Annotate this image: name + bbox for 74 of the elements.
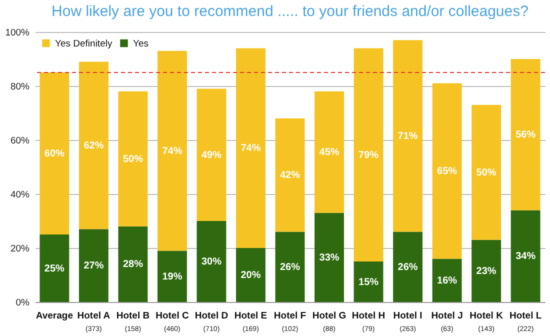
- x-tick-label: Hotel B: [116, 310, 150, 322]
- x-tick-label: Hotel D: [194, 310, 228, 322]
- bar: [510, 59, 540, 210]
- bar: [432, 83, 462, 259]
- y-tick-label: 100%: [5, 28, 30, 38]
- bar: [157, 50, 187, 251]
- bar: [236, 48, 266, 248]
- data-label: 28%: [122, 259, 144, 270]
- x-tick-label: Hotel L: [509, 310, 542, 322]
- data-label: 74%: [162, 146, 182, 157]
- data-label: 25%: [44, 263, 65, 274]
- data-label: 30%: [201, 256, 222, 268]
- legend-label: Yes: [133, 38, 149, 50]
- bar: [393, 232, 423, 302]
- bar: [236, 248, 266, 302]
- data-label: 45%: [319, 147, 340, 158]
- data-label: 34%: [516, 251, 536, 262]
- x-tick-label: Hotel G: [312, 310, 346, 322]
- x-tick-label: Hotel I: [393, 310, 422, 322]
- data-label: 26%: [280, 262, 300, 273]
- y-tick-label: 80%: [10, 82, 30, 92]
- data-label: 33%: [319, 252, 340, 264]
- data-label: 56%: [516, 130, 536, 141]
- x-tick-label: Hotel A: [77, 310, 110, 322]
- bar: [78, 62, 108, 230]
- x-tick-label: Hotel E: [234, 310, 268, 322]
- y-tick-label: 40%: [10, 190, 30, 200]
- data-label: 27%: [84, 260, 104, 272]
- bar: [196, 88, 226, 221]
- bar: [275, 118, 305, 232]
- data-label: 23%: [476, 266, 496, 277]
- bar: [118, 226, 148, 302]
- bar: [157, 250, 187, 302]
- bar: [40, 234, 70, 302]
- data-label: 15%: [358, 276, 379, 288]
- data-label: 16%: [437, 275, 458, 286]
- bar: [354, 262, 384, 302]
- data-label: 20%: [240, 270, 261, 281]
- bar: [314, 91, 344, 213]
- y-tick-label: 20%: [10, 244, 30, 254]
- bar: [510, 210, 540, 302]
- bar: [196, 221, 226, 302]
- bar: [275, 232, 305, 302]
- bar: [78, 229, 108, 302]
- x-tick-label: Hotel F: [274, 310, 306, 322]
- bar: [314, 212, 344, 302]
- data-label: 49%: [201, 150, 222, 161]
- data-label: 62%: [84, 140, 104, 152]
- chart-title: How likely are you to recommend ..... to your friends and/or colleagues?: [52, 3, 528, 20]
- x-tick-label: Hotel J: [431, 310, 463, 322]
- y-tick-label: 60%: [10, 136, 30, 146]
- data-label: 65%: [437, 166, 458, 178]
- x-tick-label: Hotel H: [352, 310, 386, 322]
- data-label: 26%: [398, 262, 418, 273]
- legend-label: Yes Definitely: [55, 38, 112, 50]
- data-label: 60%: [44, 148, 65, 160]
- x-tick-label: Hotel K: [470, 310, 504, 322]
- data-label: 19%: [162, 271, 182, 282]
- data-label: 71%: [398, 130, 418, 142]
- x-tick-label: Hotel C: [156, 310, 189, 322]
- bar: [472, 104, 502, 240]
- data-label: 50%: [476, 167, 496, 178]
- x-tick-label: Average: [36, 310, 74, 322]
- bar: [472, 240, 502, 302]
- bar: [40, 72, 70, 234]
- bar: [118, 91, 148, 226]
- data-label: 79%: [358, 150, 379, 161]
- data-label: 74%: [240, 143, 261, 154]
- data-label: 50%: [122, 154, 144, 165]
- bar: [432, 258, 462, 302]
- y-tick-label: 0%: [16, 298, 30, 308]
- bar: [393, 40, 423, 232]
- bar: [354, 48, 384, 262]
- data-label: 42%: [280, 170, 300, 182]
